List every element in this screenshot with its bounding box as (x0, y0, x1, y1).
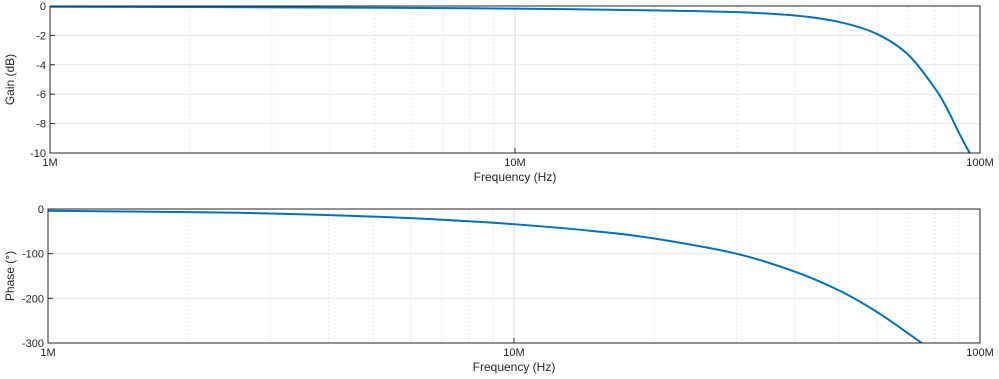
phase-xtick-label: 100M (966, 347, 994, 359)
gain-xtick-label: 100M (966, 157, 994, 169)
gain-x-axis-label: Frequency (Hz) (474, 170, 557, 184)
gain-ytick-label: -8 (36, 119, 46, 131)
gain-ytick-label: -6 (36, 89, 46, 101)
gain-ytick-label: -4 (36, 60, 46, 72)
phase-ytick-label: -300 (22, 338, 44, 350)
phase-ytick-label: 0 (38, 204, 44, 216)
phase-ytick-label: -200 (22, 293, 44, 305)
phase-xtick-label: 1M (40, 347, 55, 359)
gain-xtick-label: 1M (42, 157, 57, 169)
gain-series-line (50, 6, 971, 153)
phase-x-axis-label: Frequency (Hz) (473, 360, 556, 374)
phase-y-axis-label: Phase (°) (3, 251, 17, 301)
gain-ytick-label: 0 (40, 1, 46, 13)
gain-ytick-label: -2 (36, 30, 46, 42)
gain-y-axis-label: Gain (dB) (3, 54, 17, 105)
phase-axes-box (47, 208, 981, 344)
gain-ytick-label: -10 (30, 148, 46, 160)
phase-xtick-label: 10M (503, 347, 524, 359)
gain-xtick-label: 10M (504, 157, 525, 169)
phase-series-line (48, 209, 923, 343)
gain-axes-box (49, 5, 981, 154)
phase-ytick-label: -100 (22, 249, 44, 261)
